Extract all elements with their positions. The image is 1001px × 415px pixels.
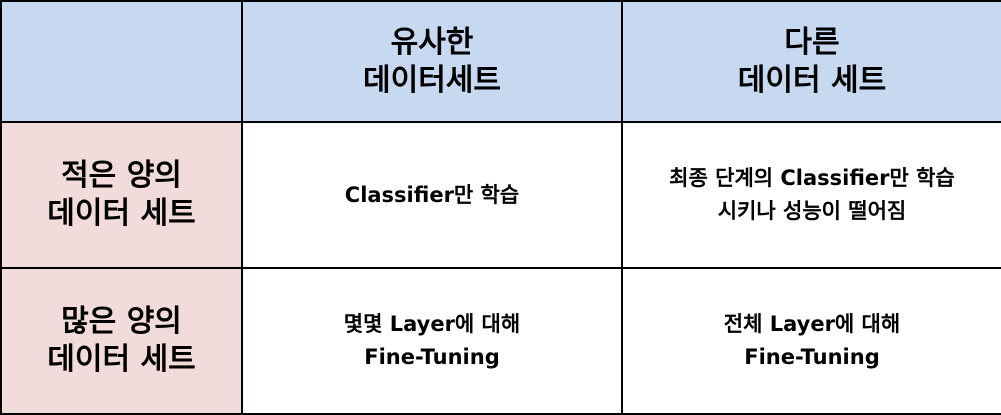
cell-large-different-line-1: 전체 Layer에 대해 bbox=[723, 312, 901, 336]
row-header-small-data: 적은 양의 데이터 세트 bbox=[0, 121, 243, 269]
row-small-label-line-2: 데이터 세트 bbox=[47, 196, 196, 231]
cell-small-different: 최종 단계의 Classifier만 학습 시키나 성능이 떨어짐 bbox=[621, 121, 1001, 269]
row-large-label-line-2: 데이터 세트 bbox=[47, 342, 196, 377]
cell-small-similar: Classifier만 학습 bbox=[241, 121, 623, 269]
cell-large-different-line-2: Fine-Tuning bbox=[744, 345, 880, 369]
cell-small-different-line-1: 최종 단계의 Classifier만 학습 bbox=[669, 166, 955, 190]
header-similar-dataset: 유사한 데이터세트 bbox=[241, 0, 623, 123]
header-different-line-2: 데이터 세트 bbox=[737, 62, 887, 98]
header-row: 유사한 데이터세트 다른 데이터 세트 bbox=[0, 0, 1001, 123]
header-different-dataset: 다른 데이터 세트 bbox=[621, 0, 1001, 123]
corner-cell bbox=[0, 0, 243, 123]
cell-large-similar: 몇몇 Layer에 대해 Fine-Tuning bbox=[241, 267, 623, 415]
header-different-line-1: 다른 bbox=[784, 24, 840, 60]
cell-small-similar-line-1: Classifier만 학습 bbox=[344, 182, 520, 207]
cell-large-different: 전체 Layer에 대해 Fine-Tuning bbox=[621, 267, 1001, 415]
cell-large-similar-line-2: Fine-Tuning bbox=[364, 345, 500, 369]
row-large-label-line-1: 많은 양의 bbox=[61, 304, 182, 339]
row-small-data: 적은 양의 데이터 세트 Classifier만 학습 최종 단계의 Class… bbox=[0, 121, 1001, 269]
cell-large-similar-line-1: 몇몇 Layer에 대해 bbox=[343, 312, 521, 336]
header-similar-line-1: 유사한 bbox=[390, 24, 474, 60]
row-header-large-data: 많은 양의 데이터 세트 bbox=[0, 267, 243, 415]
row-small-label-line-1: 적은 양의 bbox=[61, 158, 182, 193]
header-similar-line-2: 데이터세트 bbox=[363, 62, 501, 98]
cell-small-different-line-2: 시키나 성능이 떨어짐 bbox=[717, 199, 907, 223]
row-large-data: 많은 양의 데이터 세트 몇몇 Layer에 대해 Fine-Tuning 전체… bbox=[0, 267, 1001, 415]
